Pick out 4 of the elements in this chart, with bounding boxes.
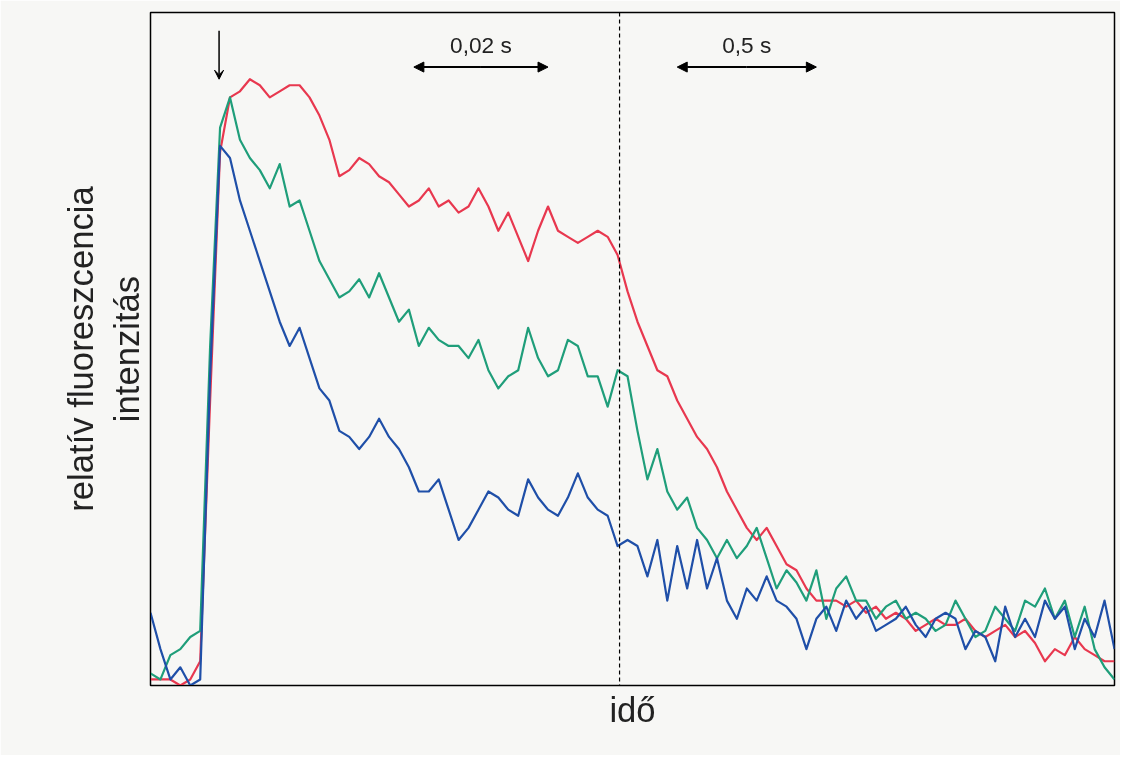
text: 0,02 s — [450, 31, 512, 58]
text: 0,5 s — [722, 31, 772, 58]
y-axis-title: relatív fluoreszcencia intenzitás — [61, 185, 146, 512]
x-axis-title: idő — [609, 690, 656, 729]
